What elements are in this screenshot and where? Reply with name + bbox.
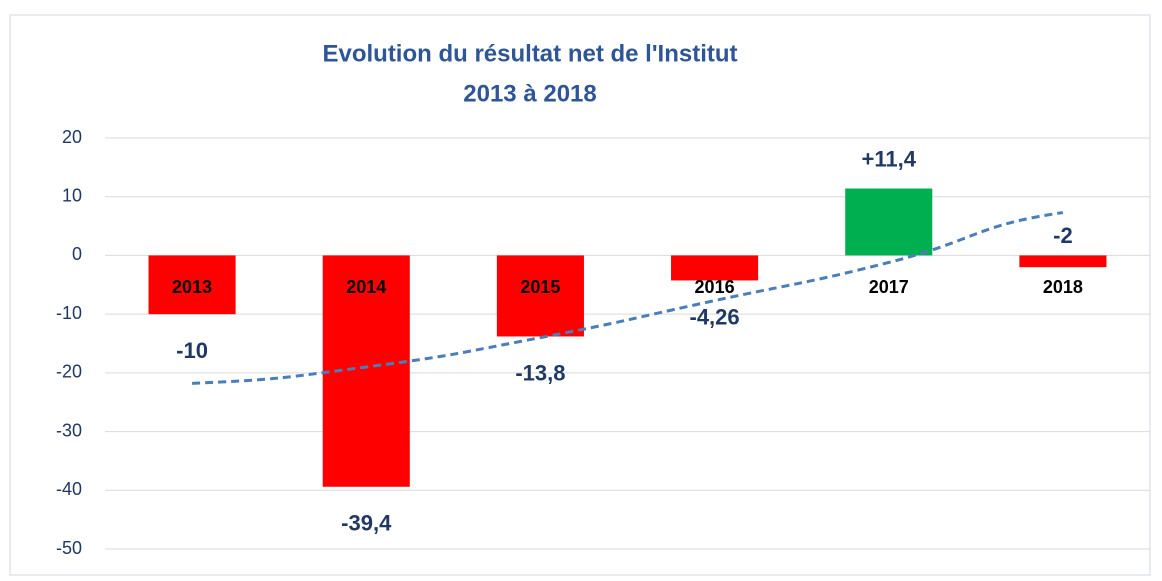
category-label: 2014 [346,277,386,297]
chart-subtitle: 2013 à 2018 [463,80,596,107]
y-tick-label: -20 [56,362,82,382]
y-tick-label: -40 [56,479,82,499]
category-label: 2013 [172,277,212,297]
y-tick-label: -30 [56,420,82,440]
y-tick-label: 0 [72,244,82,264]
value-label: -10 [176,338,208,363]
y-tick-label: 10 [62,185,82,205]
chart-title: Evolution du résultat net de l'Institut [322,40,737,67]
bar [148,255,236,315]
value-label: -2 [1053,223,1073,248]
value-label: -39,4 [341,511,392,536]
category-label: 2016 [695,277,735,297]
bar [845,188,933,256]
value-label: -13,8 [515,360,565,385]
value-label: +11,4 [862,146,917,171]
bar [496,255,584,337]
bar [1019,255,1107,268]
trend-line [192,211,1064,385]
category-label: 2018 [1043,277,1083,297]
category-label: 2015 [520,277,560,297]
y-tick-label: -10 [56,303,82,323]
y-tick-label: -50 [56,538,82,558]
y-tick-label: 20 [62,127,82,147]
bar [671,255,759,281]
value-label: -4,26 [690,304,740,329]
category-label: 2017 [869,277,909,297]
